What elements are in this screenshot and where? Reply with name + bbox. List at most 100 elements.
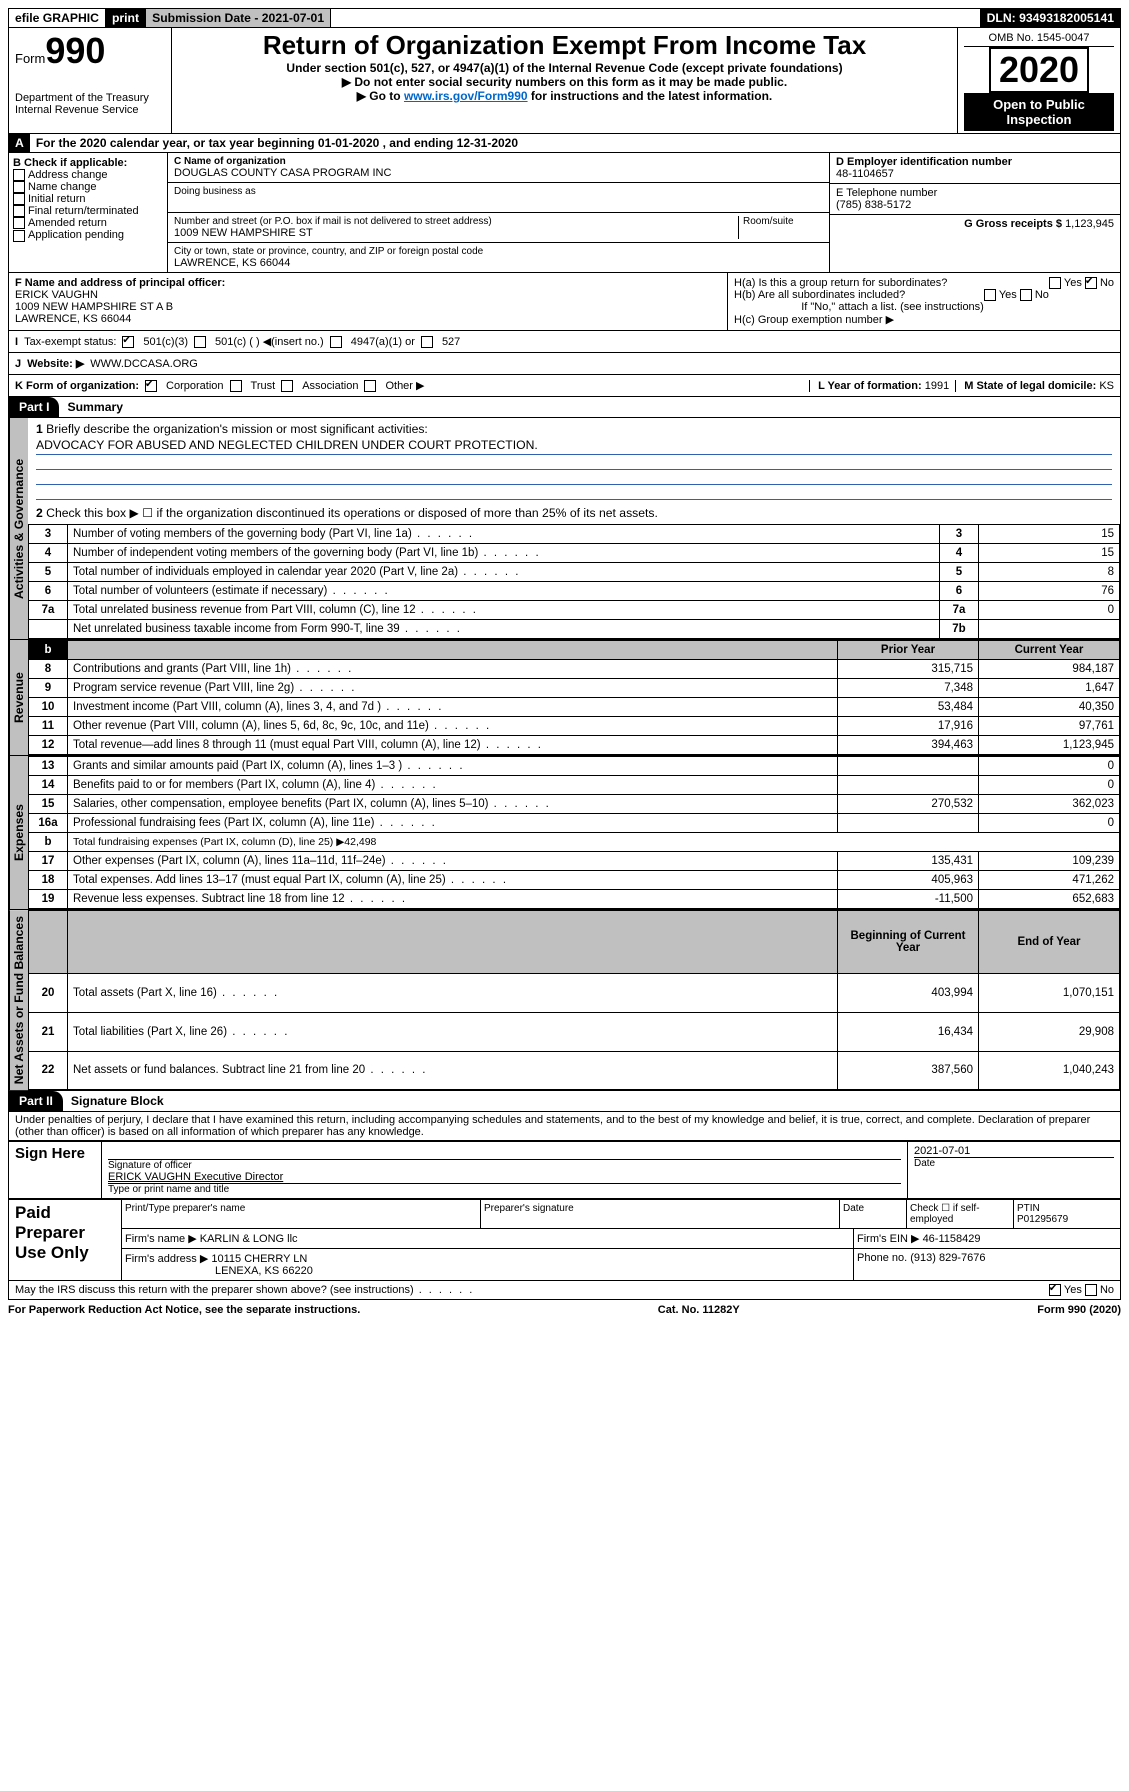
addr-label: Number and street (or P.O. box if mail i… [174,216,734,227]
discuss-yes[interactable] [1049,1284,1061,1296]
form-header: Form990 Department of the Treasury Inter… [8,28,1121,134]
table-ag: 3Number of voting members of the governi… [28,524,1120,639]
ein-label: D Employer identification number [836,156,1114,168]
self-emp-hdr: Check ☐ if self-employed [907,1200,1014,1228]
subtitle-2: Do not enter social security numbers on … [178,75,951,89]
501c-check[interactable] [194,336,206,348]
vtab-exp: Expenses [9,756,28,909]
phone-label: E Telephone number [836,187,1114,199]
f-label: F Name and address of principal officer: [15,277,721,289]
discuss-no[interactable] [1085,1284,1097,1296]
subtitle-1: Under section 501(c), 527, or 4947(a)(1)… [178,61,951,75]
row-a: A For the 2020 calendar year, or tax yea… [8,134,1121,153]
subtitle-3: Go to www.irs.gov/Form990 for instructio… [178,89,951,103]
form-number: 990 [45,30,105,71]
sign-date: 2021-07-01 [914,1145,1114,1157]
vtab-net: Net Assets or Fund Balances [9,910,28,1090]
topbar-spacer [331,9,980,27]
submission-date: Submission Date - 2021-07-01 [146,9,331,27]
b-opt-3[interactable]: Final return/terminated [13,205,163,217]
4947-check[interactable] [330,336,342,348]
prep-date-hdr: Date [840,1200,907,1228]
firm-city: LENEXA, KS 66220 [215,1265,313,1277]
print-button[interactable]: print [106,9,146,27]
gross-label: G Gross receipts $ [964,218,1062,230]
dept-treasury: Department of the Treasury [15,92,165,104]
c-name-label: C Name of organization [174,156,823,167]
col-b: B Check if applicable: Address change Na… [9,153,168,272]
officer-name: ERICK VAUGHN [15,289,721,301]
part1-badge: Part I [9,397,59,417]
firm-addr-lbl: Firm's address ▶ [125,1253,208,1265]
h-b2: If "No," attach a list. (see instruction… [734,301,1114,313]
signature-block: Sign Here Signature of officer ERICK VAU… [8,1141,1121,1199]
other-check[interactable] [364,380,376,392]
room-label: Room/suite [739,216,823,239]
part1-header: Part I Summary [8,397,1121,418]
paid-preparer: Paid Preparer Use Only Print/Type prepar… [8,1199,1121,1281]
mission-text: ADVOCACY FOR ABUSED AND NEGLECTED CHILDR… [36,436,1112,455]
row-i: I Tax-exempt status: 501(c)(3) 501(c) ( … [8,331,1121,353]
part2-title: Signature Block [63,1091,172,1111]
efile-label: efile GRAPHIC [9,9,106,27]
firm-addr: 10115 CHERRY LN [211,1253,307,1265]
irs-link[interactable]: www.irs.gov/Form990 [404,89,528,103]
col-c: C Name of organization DOUGLAS COUNTY CA… [168,153,830,272]
name-title-label: Type or print name and title [108,1184,901,1195]
assoc-check[interactable] [281,380,293,392]
prep-name-hdr: Print/Type preparer's name [122,1200,481,1228]
q1-label: Briefly describe the organization's miss… [46,422,428,436]
part1-title: Summary [59,397,131,417]
section-fh: F Name and address of principal officer:… [8,273,1121,331]
part2-header: Part II Signature Block [8,1091,1121,1112]
501c3-check[interactable] [122,336,134,348]
h-b: H(b) Are all subordinates included? Yes … [734,289,1114,301]
revenue-section: Revenue bPrior YearCurrent Year8Contribu… [8,640,1121,756]
b-opt-1[interactable]: Name change [13,181,163,193]
b-opt-0[interactable]: Address change [13,169,163,181]
firm-name: KARLIN & LONG llc [200,1233,298,1245]
b-opt-2[interactable]: Initial return [13,193,163,205]
a-text: For the 2020 calendar year, or tax year … [30,134,524,152]
officer-city: LAWRENCE, KS 66044 [15,313,721,325]
a-label: A [9,134,30,152]
row-j: J Website: ▶ WWW.DCCASA.ORG [8,353,1121,375]
org-name: DOUGLAS COUNTY CASA PROGRAM INC [174,167,823,179]
ptin-val: P01295679 [1017,1214,1068,1225]
form-title: Return of Organization Exempt From Incom… [178,30,951,61]
q2-label: Check this box ▶ ☐ if the organization d… [46,506,658,520]
perjury-text: Under penalties of perjury, I declare th… [8,1112,1121,1141]
paid-title: Paid Preparer Use Only [9,1200,122,1280]
part2-badge: Part II [9,1091,63,1111]
firm-phone-lbl: Phone no. [857,1252,907,1264]
b-opt-4[interactable]: Amended return [13,217,163,229]
phone-value: (785) 838-5172 [836,199,1114,211]
officer-name-title: ERICK VAUGHN Executive Director [108,1171,901,1184]
b-opt-5[interactable]: Application pending [13,229,163,241]
trust-check[interactable] [230,380,242,392]
firm-ein: 46-1158429 [923,1233,981,1245]
prep-sig-hdr: Preparer's signature [481,1200,840,1228]
table-netassets: Beginning of Current YearEnd of Year20To… [28,910,1120,1090]
ptin-hdr: PTIN [1017,1203,1040,1214]
discuss-text: May the IRS discuss this return with the… [15,1284,474,1296]
state-domicile: KS [1099,380,1114,392]
city-label: City or town, state or province, country… [174,246,823,257]
open-inspection: Open to Public Inspection [964,93,1114,131]
omb-number: OMB No. 1545-0047 [964,30,1114,47]
sign-here: Sign Here [9,1142,102,1198]
527-check[interactable] [421,336,433,348]
col-right: D Employer identification number 48-1104… [830,153,1120,272]
corp-check[interactable] [145,380,157,392]
gross-value: 1,123,945 [1065,218,1114,230]
row-klm: K Form of organization: Corporation Trus… [8,375,1121,397]
foot-right: Form 990 (2020) [1037,1304,1121,1316]
top-bar: efile GRAPHIC print Submission Date - 20… [8,8,1121,28]
firm-ein-lbl: Firm's EIN ▶ [857,1233,920,1245]
activities-governance: Activities & Governance 1 Briefly descri… [8,418,1121,640]
date-label: Date [914,1157,1114,1169]
footer: For Paperwork Reduction Act Notice, see … [8,1300,1121,1320]
website[interactable]: WWW.DCCASA.ORG [90,358,198,370]
form-prefix: Form [15,51,45,66]
discuss-row: May the IRS discuss this return with the… [8,1281,1121,1300]
